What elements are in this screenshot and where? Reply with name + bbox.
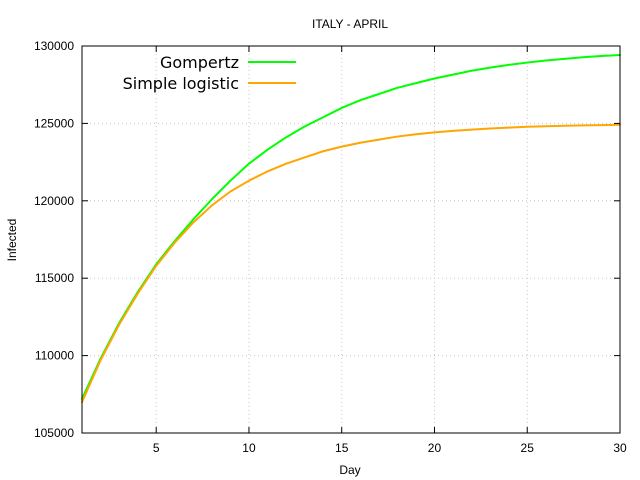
y-tick-label: 110000: [35, 349, 74, 363]
x-tick-label: 30: [613, 441, 627, 455]
axis-ticks: 5 10 15 20 25 30 105000 110000 115000 120000 12500…: [34, 39, 627, 455]
legend-label: Gompertz: [160, 53, 239, 72]
y-axis-label: Infected: [5, 219, 19, 262]
x-tick-label: 20: [428, 441, 442, 455]
legend-label: Simple logistic: [123, 74, 239, 93]
x-tick-label: 10: [242, 441, 256, 455]
y-tick-label: 125000: [34, 116, 74, 130]
x-tick-label: 5: [153, 441, 160, 455]
y-tick-label: 105000: [34, 426, 74, 440]
x-tick-label: 15: [335, 441, 349, 455]
series-line-gompertz: [81, 53, 621, 400]
grid-lines: [82, 46, 620, 433]
chart-title: ITALY - APRIL: [312, 17, 388, 31]
series-lines: [81, 53, 621, 404]
plot-frame: [81, 45, 621, 434]
series-line-simple-logistic: [81, 123, 621, 404]
y-tick-label: 115000: [35, 271, 74, 285]
x-tick-label: 25: [521, 441, 535, 455]
legend: Gompertz Simple logistic: [123, 53, 296, 93]
x-axis-label: Day: [339, 463, 360, 477]
y-tick-label: 130000: [34, 39, 74, 53]
y-tick-label: 120000: [34, 194, 74, 208]
